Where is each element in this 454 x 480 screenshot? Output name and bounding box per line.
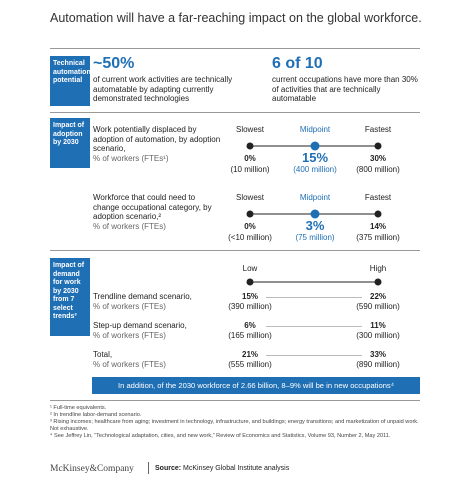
value-abs: (400 million)	[293, 165, 337, 174]
footnote: ³ Rising incomes; healthcare from aging;…	[50, 419, 419, 432]
value-pct: 21%	[241, 350, 259, 359]
section-label: Impact of adoption by 2030	[50, 118, 90, 168]
row-title: Workforce that could need to change occu…	[93, 193, 212, 221]
dot	[246, 142, 254, 150]
scale-label: Midpoint	[299, 125, 331, 134]
scale-label: Slowest	[235, 193, 265, 202]
title: Automation will have a far-reaching impa…	[50, 11, 422, 25]
value-abs: (555 million)	[228, 360, 272, 369]
separator	[148, 462, 149, 474]
value-pct: 22%	[369, 292, 387, 301]
source-text: McKinsey Global Institute analysis	[183, 465, 290, 472]
dot	[246, 210, 254, 218]
scale-label: Fastest	[364, 193, 392, 202]
scale-label: Midpoint	[299, 193, 331, 202]
row-unit: % of workers (FTEs)	[93, 302, 166, 311]
range-line	[266, 297, 362, 298]
section-label: Impact of demand for work by 2030 from 7…	[50, 258, 90, 336]
source: Source: McKinsey Global Institute analys…	[155, 465, 289, 472]
value-pct: 14%	[369, 222, 387, 231]
range-line	[266, 355, 362, 356]
dot	[310, 141, 320, 151]
value-abs: (<10 million)	[228, 233, 272, 242]
row-title: Work potentially displaced by adoption o…	[93, 125, 221, 153]
dot	[246, 278, 254, 286]
stat-value: 6 of 10	[272, 55, 323, 72]
row-unit: % of workers (FTEs¹)	[93, 154, 169, 163]
value-pct: 15%	[301, 150, 329, 165]
range-line	[266, 326, 362, 327]
footnotes: ¹ Full-time equivalents. ² In trendline l…	[50, 405, 420, 440]
value-abs: (375 million)	[356, 233, 400, 242]
divider	[50, 250, 420, 251]
value-abs: (890 million)	[356, 360, 400, 369]
value-pct: 0%	[244, 222, 256, 231]
divider	[50, 400, 420, 401]
value-pct: 15%	[241, 292, 259, 301]
divider	[50, 48, 420, 49]
value-abs: (165 million)	[228, 331, 272, 340]
value-abs: (590 million)	[356, 302, 400, 311]
scale-line	[246, 141, 382, 151]
value-abs: (390 million)	[228, 302, 272, 311]
source-label: Source:	[155, 465, 182, 472]
dot	[310, 209, 320, 219]
value-abs: (75 million)	[295, 233, 335, 242]
stat-text: current occupations have more than 30% o…	[272, 75, 418, 103]
row-title: Trendline demand scenario,	[93, 292, 192, 301]
scale-label: High	[369, 264, 387, 273]
value-pct: 30%	[369, 154, 387, 163]
value-abs: (800 million)	[356, 165, 400, 174]
stat-value: ~50%	[93, 55, 135, 72]
footnote: ⁴ See Jeffrey Lin, “Technological adapta…	[50, 433, 391, 439]
value-pct: 33%	[369, 350, 387, 359]
divider	[50, 112, 420, 113]
scale-label: Low	[242, 264, 258, 273]
banner: In addition, of the 2030 workforce of 2.…	[92, 377, 420, 394]
footnote: ² In trendline labor-demand scenario.	[50, 412, 142, 418]
scale-line	[246, 278, 382, 286]
value-pct: 0%	[244, 154, 256, 163]
value-pct: 6%	[244, 321, 256, 330]
row-unit: % of workers (FTEs)	[93, 360, 166, 369]
row-unit: % of workers (FTEs)	[93, 222, 166, 231]
row-title: Step-up demand scenario,	[93, 321, 187, 330]
row-title: Total,	[93, 350, 113, 359]
row-unit: % of workers (FTEs)	[93, 331, 166, 340]
dot	[374, 142, 382, 150]
value-pct: 11%	[370, 321, 386, 330]
footnote: ¹ Full-time equivalents.	[50, 405, 107, 411]
stat-text: of current work activities are technical…	[93, 75, 233, 103]
scale-label: Slowest	[235, 125, 265, 134]
dot	[374, 278, 382, 286]
value-abs: (10 million)	[230, 165, 270, 174]
brand: McKinsey&Company	[50, 464, 134, 474]
section-label: Technical automation potential	[50, 56, 91, 106]
scale-label: Fastest	[364, 125, 392, 134]
dot	[374, 210, 382, 218]
value-pct: 3%	[305, 218, 325, 233]
scale-line	[246, 209, 382, 219]
value-abs: (300 million)	[356, 331, 400, 340]
